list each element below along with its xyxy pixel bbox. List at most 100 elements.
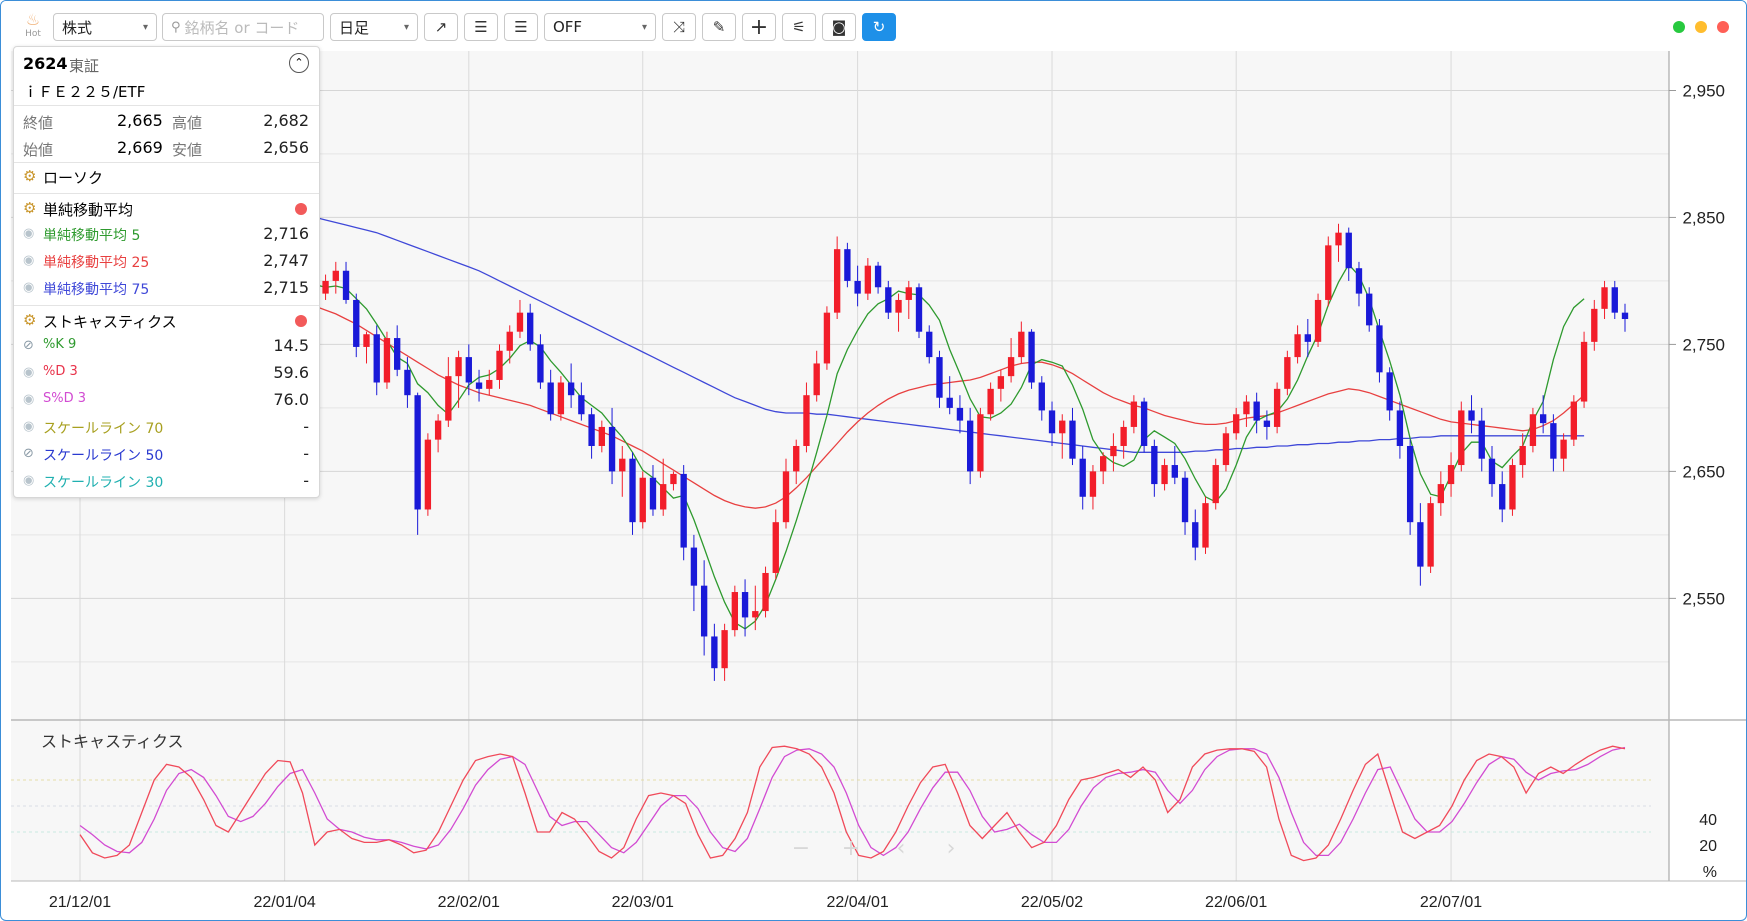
candle-body [547, 382, 554, 415]
candle-body [1417, 522, 1424, 567]
open-label: 始値 [23, 141, 54, 159]
candle-body [1591, 308, 1598, 342]
zoom-in-icon[interactable]: + [841, 836, 861, 861]
sd-label: S%D 3 [43, 391, 87, 406]
refresh-button[interactable]: ↻ [862, 13, 896, 41]
red-dot-icon[interactable] [1717, 21, 1729, 33]
plus-icon: + [749, 14, 769, 40]
search-placeholder: 銘柄名 or コード [184, 18, 300, 37]
align-right-button[interactable]: ☰ [504, 13, 538, 41]
divider [14, 162, 319, 163]
sma-label: 単純移動平均 [43, 201, 134, 219]
close-label: 終値 [23, 114, 54, 132]
candle-body [741, 592, 749, 618]
candle-body [475, 382, 483, 389]
gear-icon[interactable]: ⚙ [23, 311, 37, 329]
candle-body [619, 458, 626, 472]
sma75-row: ◉ 単純移動平均 75 2,715 [14, 275, 319, 302]
period-select[interactable]: 日足 ▾ [330, 13, 418, 41]
candle-body [1509, 465, 1516, 510]
candle-body [1529, 414, 1537, 446]
indicator-settings-button[interactable]: ⚟ [782, 13, 816, 41]
d-label: %D 3 [43, 364, 78, 379]
eye-icon[interactable]: ◉ [23, 226, 35, 241]
candle-body [455, 357, 462, 377]
close-value: 2,665 [117, 111, 163, 130]
screenshot-button[interactable]: ◙ [822, 13, 856, 41]
sma5-label: 単純移動平均 5 [43, 228, 141, 244]
candle-body [1233, 414, 1240, 434]
arrow-up-right-icon: ↗ [434, 18, 448, 36]
chevron-down-icon: ▾ [403, 21, 409, 33]
d-value: 59.6 [273, 363, 309, 382]
align-left-button[interactable]: ☰ [464, 13, 498, 41]
candle-body [977, 414, 984, 472]
candle-body [926, 331, 933, 358]
candle-body [905, 287, 912, 300]
green-dot-icon[interactable] [1673, 21, 1685, 33]
symbol-name-row: ｉＦＥ２２５/ETF [14, 77, 319, 104]
period-select-value: 日足 [339, 18, 370, 37]
candle-body [1580, 341, 1588, 402]
gear-icon[interactable]: ⚙ [23, 199, 37, 217]
stochastic-row[interactable]: ⚙ ストキャスティクス [14, 307, 319, 334]
zoom-out-icon[interactable]: − [791, 836, 811, 861]
sma75-value: 2,715 [263, 278, 309, 297]
candle-body [813, 363, 820, 396]
sma5-line [79, 244, 1585, 630]
market-select[interactable]: 株式 ▾ [53, 13, 157, 41]
candle-body [1611, 287, 1618, 313]
eye-icon[interactable]: ◉ [23, 365, 35, 380]
scroll-left-icon[interactable]: ‹ [896, 836, 906, 861]
stochastic-label: ストキャスティクス [43, 313, 177, 331]
collapse-icon[interactable]: ⌃ [289, 53, 309, 73]
candle-body [424, 439, 432, 510]
yellow-dot-icon[interactable] [1695, 21, 1707, 33]
candle-body [353, 299, 360, 347]
candle-body [660, 484, 667, 510]
date-tick-label: 22/04/01 [826, 894, 888, 911]
hot-button[interactable]: ♨ Hot [15, 11, 51, 43]
sma-row[interactable]: ⚙ 単純移動平均 [14, 195, 319, 222]
shuffle-button[interactable]: ⤨ [662, 13, 696, 41]
candle-body [885, 287, 892, 313]
overlay-select[interactable]: OFF ▾ [544, 13, 656, 41]
candle-body [915, 287, 923, 332]
candle-body [1355, 268, 1363, 294]
candle-row[interactable]: ⚙ ローソク [14, 163, 319, 190]
gear-icon[interactable]: ⚙ [23, 167, 37, 185]
align-right-icon: ☰ [514, 18, 528, 36]
candle-body [1069, 420, 1076, 459]
remove-indicator-icon[interactable] [295, 203, 307, 215]
eye-icon[interactable]: ◉ [23, 419, 35, 434]
eye-icon[interactable]: ◉ [23, 280, 35, 295]
trendline-tool-button[interactable]: ↗ [424, 13, 458, 41]
candle-body [588, 414, 595, 446]
symbol-search-input[interactable]: ⚲ 銘柄名 or コード [162, 13, 324, 41]
candle-body [465, 357, 472, 383]
candle-body [567, 382, 575, 396]
pencil-icon: ✎ [712, 18, 726, 36]
eye-off-icon[interactable]: ⊘ [23, 338, 34, 353]
candle-body [373, 334, 380, 383]
scroll-right-icon[interactable]: › [946, 836, 956, 861]
candle-body [956, 407, 964, 421]
candle-body [608, 426, 616, 472]
draw-button[interactable]: ✎ [702, 13, 736, 41]
remove-indicator-icon[interactable] [295, 315, 307, 327]
candle-body [946, 397, 953, 408]
eye-icon[interactable]: ◉ [23, 473, 35, 488]
sma5-series [79, 244, 1585, 630]
candle-body [527, 312, 534, 345]
k-label: %K 9 [43, 337, 77, 352]
sma25-label: 単純移動平均 25 [43, 255, 150, 271]
eye-off-icon[interactable]: ⊘ [23, 446, 34, 461]
eye-icon[interactable]: ◉ [23, 253, 35, 268]
crosshair-button[interactable]: + [742, 13, 776, 41]
eye-icon[interactable]: ◉ [23, 392, 35, 407]
candle-body [854, 280, 861, 294]
candle-body [639, 477, 646, 523]
scale30-label: スケールライン 30 [43, 475, 164, 491]
candle-body [1539, 414, 1547, 424]
candle-body [1110, 445, 1117, 457]
